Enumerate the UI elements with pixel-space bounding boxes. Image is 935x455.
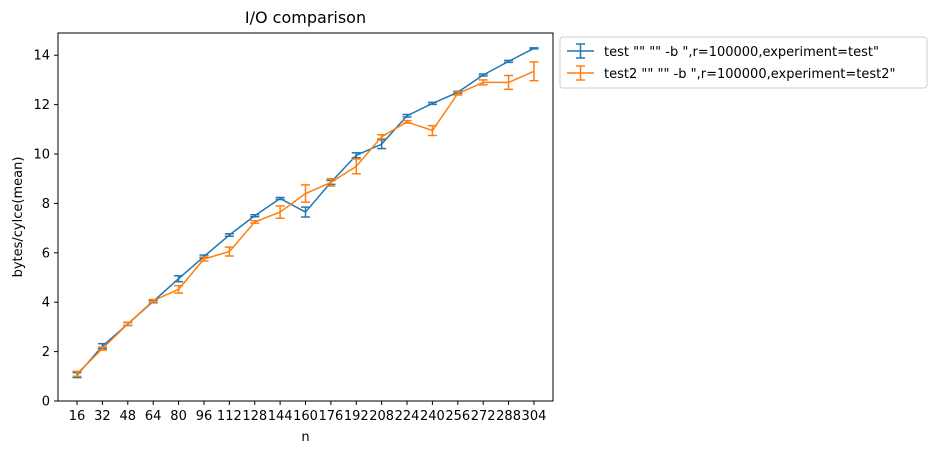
error-bar bbox=[250, 214, 260, 218]
y-tick-label: 12 bbox=[33, 98, 50, 113]
x-tick-label: 224 bbox=[395, 409, 420, 424]
x-tick-label: 160 bbox=[293, 409, 318, 424]
x-tick-label: 176 bbox=[318, 409, 343, 424]
legend-label-test2: test2 "" "" -b ",r=100000,experiment=tes… bbox=[604, 67, 896, 82]
error-bar bbox=[72, 370, 82, 378]
error-bar bbox=[174, 275, 184, 283]
x-tick-label: 192 bbox=[344, 409, 369, 424]
error-bar bbox=[97, 346, 107, 351]
legend: test "" "" -b ",r=100000,experiment=test… bbox=[559, 36, 928, 89]
x-tick-label: 96 bbox=[196, 409, 213, 424]
error-bar bbox=[199, 256, 209, 262]
x-tick-label: 128 bbox=[242, 409, 267, 424]
error-bar bbox=[224, 246, 234, 257]
error-bar bbox=[504, 59, 514, 64]
y-tick-label: 4 bbox=[42, 296, 50, 311]
error-bar bbox=[529, 47, 539, 50]
error-bar bbox=[275, 205, 285, 219]
error-bar bbox=[402, 113, 412, 118]
x-tick-label: 240 bbox=[420, 409, 445, 424]
error-bar bbox=[275, 196, 285, 201]
error-bar bbox=[224, 233, 234, 238]
y-tick-label: 6 bbox=[42, 246, 50, 261]
x-tick-label: 144 bbox=[268, 409, 293, 424]
error-bar bbox=[427, 124, 437, 137]
error-bar bbox=[351, 152, 361, 159]
error-bar bbox=[478, 79, 488, 86]
x-tick-label: 208 bbox=[369, 409, 394, 424]
x-tick-label: 256 bbox=[445, 409, 470, 424]
x-tick-label: 64 bbox=[145, 409, 162, 424]
error-bar bbox=[377, 134, 387, 140]
y-tick-label: 10 bbox=[33, 148, 50, 163]
chart-title: I/O comparison bbox=[245, 8, 366, 27]
error-bar bbox=[478, 73, 488, 77]
legend-entry-test2: test2 "" "" -b ",r=100000,experiment=tes… bbox=[567, 65, 896, 82]
y-axis-label: bytes/cylce(mean) bbox=[11, 157, 26, 278]
error-bar bbox=[250, 219, 260, 224]
legend-label-test: test "" "" -b ",r=100000,experiment=test… bbox=[604, 45, 879, 60]
x-tick-label: 80 bbox=[170, 409, 187, 424]
series-line-2 bbox=[76, 70, 535, 375]
x-tick-label: 272 bbox=[471, 409, 496, 424]
x-tick-label: 304 bbox=[522, 409, 547, 424]
x-tick-label: 16 bbox=[69, 409, 86, 424]
error-bar bbox=[529, 61, 539, 82]
x-tick-label: 112 bbox=[217, 409, 242, 424]
legend-frame bbox=[559, 36, 928, 89]
y-tick-label: 14 bbox=[33, 49, 50, 64]
error-bar bbox=[123, 321, 133, 327]
error-bar bbox=[148, 298, 158, 303]
x-tick-label: 48 bbox=[120, 409, 137, 424]
error-bar bbox=[326, 177, 336, 187]
error-bar bbox=[301, 206, 310, 218]
error-bar bbox=[504, 74, 514, 91]
error-bar bbox=[351, 158, 361, 175]
error-bar bbox=[402, 119, 412, 124]
y-tick-label: 8 bbox=[42, 197, 50, 212]
legend-entry-test: test "" "" -b ",r=100000,experiment=test… bbox=[567, 43, 879, 60]
error-bar bbox=[427, 101, 437, 106]
y-tick-label: 2 bbox=[42, 345, 50, 360]
x-tick-label: 288 bbox=[496, 409, 521, 424]
error-bar bbox=[453, 91, 463, 96]
error-bar bbox=[301, 184, 310, 203]
error-bar bbox=[174, 284, 184, 294]
x-tick-label: 32 bbox=[94, 409, 111, 424]
plot-frame bbox=[57, 32, 554, 402]
y-tick-label: 0 bbox=[42, 395, 50, 410]
x-axis-label: n bbox=[301, 430, 309, 445]
